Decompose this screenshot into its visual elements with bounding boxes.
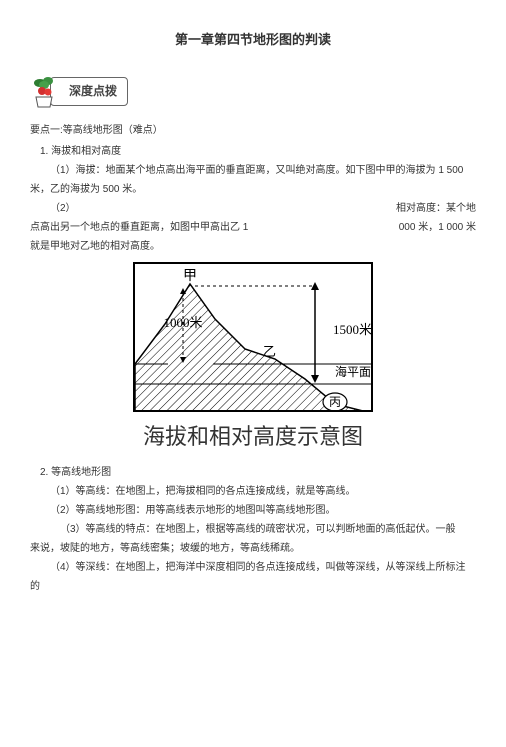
label-yi: 乙 bbox=[263, 344, 276, 359]
elevation-diagram: 甲 1000米 1500米 乙 海平面 丙 bbox=[133, 262, 373, 412]
para-2-3: （3）等高线的特点：在地图上，根据等高线的疏密状况，可以判断地面的高低起伏。一般 bbox=[30, 520, 476, 539]
section-badge: 深度点拨 bbox=[26, 75, 476, 109]
para-1-2b-right: 000 米，1 000 米 bbox=[399, 218, 476, 237]
diagram-caption: 海拔和相对高度示意图 bbox=[143, 416, 363, 458]
page-title: 第一章第四节地形图的判读 bbox=[30, 28, 476, 53]
diagram-container: 甲 1000米 1500米 乙 海平面 丙 海拔和相对高度示意图 bbox=[30, 262, 476, 458]
para-1-2-row: （2） 相对高度：某个地 bbox=[30, 199, 476, 218]
label-sealevel: 海平面 bbox=[335, 364, 371, 379]
para-2-3b: 来说，坡陡的地方，等高线密集；坡缓的地方，等高线稀疏。 bbox=[30, 539, 476, 558]
para-1-2b-left: 点高出另一个地点的垂直距离，如图中甲高出乙 1 bbox=[30, 218, 248, 237]
plant-icon bbox=[26, 75, 62, 109]
label-1000: 1000米 bbox=[163, 315, 202, 330]
label-bing: 丙 bbox=[329, 395, 341, 409]
label-1500: 1500米 bbox=[333, 322, 372, 337]
section-1-heading: 1. 海拔和相对高度 bbox=[30, 142, 476, 161]
para-2-1: （1）等高线：在地图上，把海拔相同的各点连接成线，就是等高线。 bbox=[30, 482, 476, 501]
section-2-heading: 2. 等高线地形图 bbox=[30, 463, 476, 482]
para-1-2-left: （2） bbox=[30, 199, 76, 218]
keypoint-heading: 要点一:等高线地形图（难点） bbox=[30, 121, 476, 140]
para-1-2-right: 相对高度：某个地 bbox=[396, 199, 476, 218]
para-1-2c: 就是甲地对乙地的相对高度。 bbox=[30, 237, 476, 256]
para-1-1: （1）海拔：地面某个地点高出海平面的垂直距离，又叫绝对高度。如下图中甲的海拔为 … bbox=[30, 161, 476, 180]
para-2-2: （2）等高线地形图：用等高线表示地形的地图叫等高线地形图。 bbox=[30, 501, 476, 520]
para-2-4: （4）等深线：在地图上，把海洋中深度相同的各点连接成线，叫做等深线，从等深线上所… bbox=[30, 558, 476, 596]
para-1-2b-row: 点高出另一个地点的垂直距离，如图中甲高出乙 1 000 米，1 000 米 bbox=[30, 218, 476, 237]
label-jia: 甲 bbox=[183, 269, 197, 284]
para-1-1b: 米，乙的海拔为 500 米。 bbox=[30, 180, 476, 199]
